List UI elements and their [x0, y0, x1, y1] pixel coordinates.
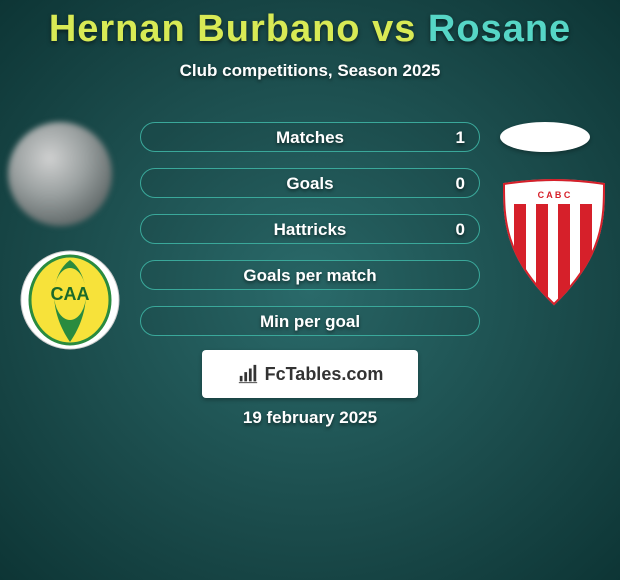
- watermark: FcTables.com: [202, 350, 418, 398]
- stat-row: Min per goal: [140, 306, 480, 336]
- title-player2: Rosane: [428, 8, 571, 50]
- stat-label: Min per goal: [141, 307, 479, 335]
- stat-value-right: 0: [456, 215, 465, 243]
- stat-label: Hattricks: [141, 215, 479, 243]
- page-title: Hernan Burbano vs Rosane: [0, 0, 620, 51]
- stat-label: Goals per match: [141, 261, 479, 289]
- player2-club-badge: C A B C: [500, 178, 608, 308]
- title-vs: vs: [361, 8, 428, 50]
- stat-row: Goals0: [140, 168, 480, 198]
- player1-club-badge: CAA: [20, 250, 120, 350]
- stat-value-right: 1: [456, 123, 465, 151]
- stat-row: Matches1: [140, 122, 480, 152]
- stat-row: Hattricks0: [140, 214, 480, 244]
- stat-value-right: 0: [456, 169, 465, 197]
- player2-avatar: [500, 122, 590, 152]
- stat-label: Matches: [141, 123, 479, 151]
- stat-label: Goals: [141, 169, 479, 197]
- svg-text:CAA: CAA: [51, 284, 90, 304]
- chart-icon: [237, 363, 259, 385]
- stat-row: Goals per match: [140, 260, 480, 290]
- subtitle: Club competitions, Season 2025: [0, 61, 620, 81]
- svg-text:C A B C: C A B C: [538, 190, 571, 200]
- stats-table: Matches1Goals0Hattricks0Goals per matchM…: [140, 122, 480, 352]
- watermark-text: FcTables.com: [265, 364, 384, 385]
- date: 19 february 2025: [0, 408, 620, 428]
- title-player1: Hernan Burbano: [49, 8, 361, 50]
- player1-avatar: [8, 122, 112, 226]
